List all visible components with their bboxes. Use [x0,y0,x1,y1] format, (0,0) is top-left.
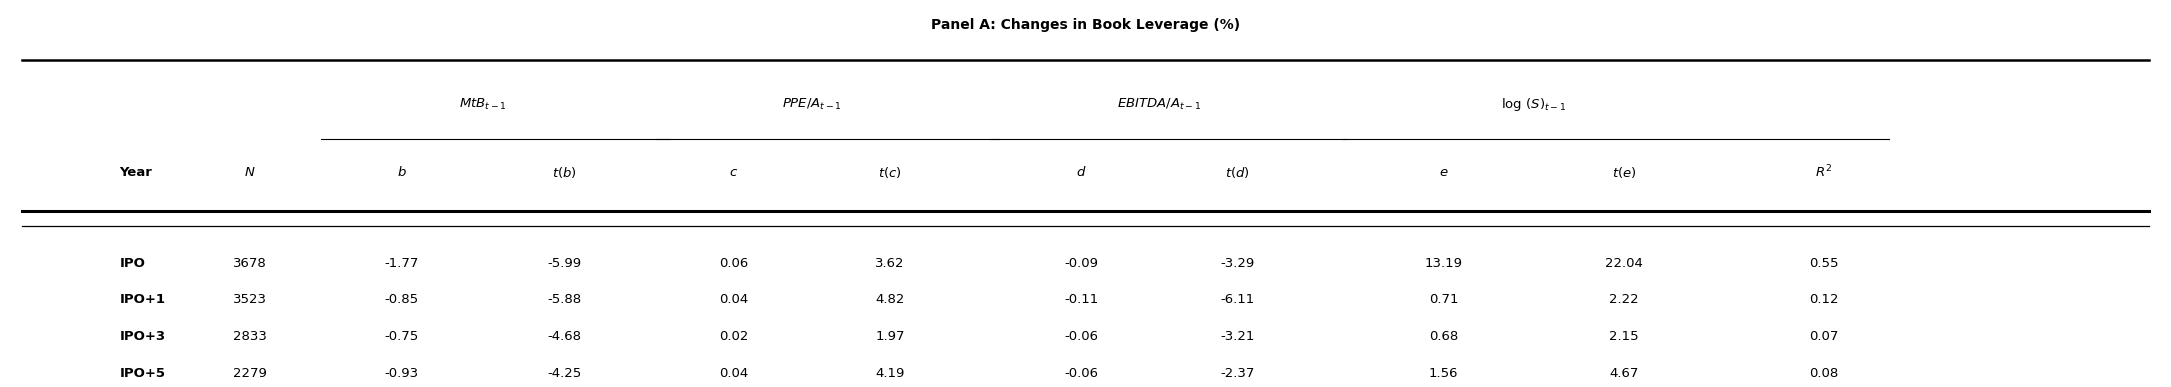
Text: $\log\,(S)_{t-1}$: $\log\,(S)_{t-1}$ [1500,96,1567,113]
Text: 3678: 3678 [232,257,267,270]
Text: Year: Year [119,166,152,179]
Text: 22.04: 22.04 [1604,257,1643,270]
Text: 4.82: 4.82 [875,293,905,307]
Text: -5.88: -5.88 [547,293,582,307]
Text: IPO+5: IPO+5 [119,367,165,380]
Text: $t(e)$: $t(e)$ [1611,165,1637,180]
Text: -1.77: -1.77 [384,257,419,270]
Text: $PPE/A_{t-1}$: $PPE/A_{t-1}$ [782,97,842,112]
Text: -2.37: -2.37 [1220,367,1255,380]
Text: -0.06: -0.06 [1064,330,1099,343]
Text: $e$: $e$ [1439,166,1448,179]
Text: 3.62: 3.62 [875,257,905,270]
Text: Panel A: Changes in Book Leverage (%): Panel A: Changes in Book Leverage (%) [931,18,1240,32]
Text: -5.99: -5.99 [547,257,582,270]
Text: $c$: $c$ [729,166,738,179]
Text: -3.29: -3.29 [1220,257,1255,270]
Text: $MtB_{t-1}$: $MtB_{t-1}$ [460,97,506,112]
Text: $t(d)$: $t(d)$ [1224,165,1250,180]
Text: $R^2$: $R^2$ [1815,164,1832,180]
Text: -0.11: -0.11 [1064,293,1099,307]
Text: 0.04: 0.04 [719,367,749,380]
Text: -0.06: -0.06 [1064,367,1099,380]
Text: 0.06: 0.06 [719,257,749,270]
Text: -0.85: -0.85 [384,293,419,307]
Text: -0.93: -0.93 [384,367,419,380]
Text: 0.07: 0.07 [1808,330,1839,343]
Text: 13.19: 13.19 [1424,257,1463,270]
Text: -6.11: -6.11 [1220,293,1255,307]
Text: 0.71: 0.71 [1429,293,1459,307]
Text: 0.55: 0.55 [1808,257,1839,270]
Text: 1.56: 1.56 [1429,367,1459,380]
Text: 0.12: 0.12 [1808,293,1839,307]
Text: $EBITDA/A_{t-1}$: $EBITDA/A_{t-1}$ [1118,97,1201,112]
Text: -4.25: -4.25 [547,367,582,380]
Text: -3.21: -3.21 [1220,330,1255,343]
Text: IPO: IPO [119,257,145,270]
Text: 0.08: 0.08 [1808,367,1839,380]
Text: IPO+1: IPO+1 [119,293,165,307]
Text: 0.02: 0.02 [719,330,749,343]
Text: -0.09: -0.09 [1064,257,1099,270]
Text: 4.67: 4.67 [1609,367,1639,380]
Text: -0.75: -0.75 [384,330,419,343]
Text: 0.68: 0.68 [1429,330,1459,343]
Text: $t(b)$: $t(b)$ [551,165,577,180]
Text: 2279: 2279 [232,367,267,380]
Text: IPO+3: IPO+3 [119,330,165,343]
Text: 2833: 2833 [232,330,267,343]
Text: 1.97: 1.97 [875,330,905,343]
Text: -4.68: -4.68 [547,330,582,343]
Text: 3523: 3523 [232,293,267,307]
Text: $b$: $b$ [397,165,406,179]
Text: 2.15: 2.15 [1609,330,1639,343]
Text: 4.19: 4.19 [875,367,905,380]
Text: 0.04: 0.04 [719,293,749,307]
Text: $t(c)$: $t(c)$ [879,165,901,180]
Text: $d$: $d$ [1077,165,1086,179]
Text: 2.22: 2.22 [1609,293,1639,307]
Text: $N$: $N$ [243,166,256,179]
